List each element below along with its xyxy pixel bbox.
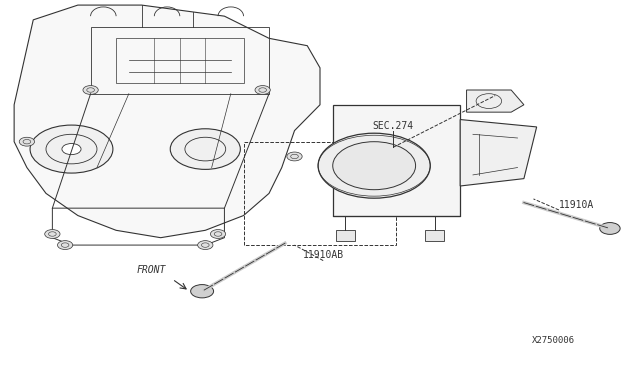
Circle shape (62, 144, 81, 155)
Circle shape (255, 86, 270, 94)
Text: X2750006: X2750006 (532, 336, 575, 345)
Circle shape (318, 133, 430, 198)
Polygon shape (333, 105, 460, 215)
Polygon shape (460, 119, 537, 186)
Circle shape (198, 241, 213, 250)
Text: 11910AB: 11910AB (303, 250, 344, 260)
Circle shape (58, 241, 73, 250)
Circle shape (19, 137, 35, 146)
Circle shape (600, 222, 620, 234)
Bar (425, 230, 444, 241)
Text: SEC.274: SEC.274 (372, 121, 414, 131)
Circle shape (211, 230, 226, 238)
Circle shape (170, 129, 241, 169)
Polygon shape (14, 5, 320, 238)
Bar (336, 230, 355, 241)
Text: 11910A: 11910A (559, 200, 594, 210)
Circle shape (30, 125, 113, 173)
Circle shape (287, 152, 302, 161)
Circle shape (83, 86, 99, 94)
Text: FRONT: FRONT (136, 265, 166, 275)
Circle shape (191, 285, 214, 298)
Polygon shape (467, 90, 524, 112)
Circle shape (333, 142, 415, 190)
Circle shape (45, 230, 60, 238)
